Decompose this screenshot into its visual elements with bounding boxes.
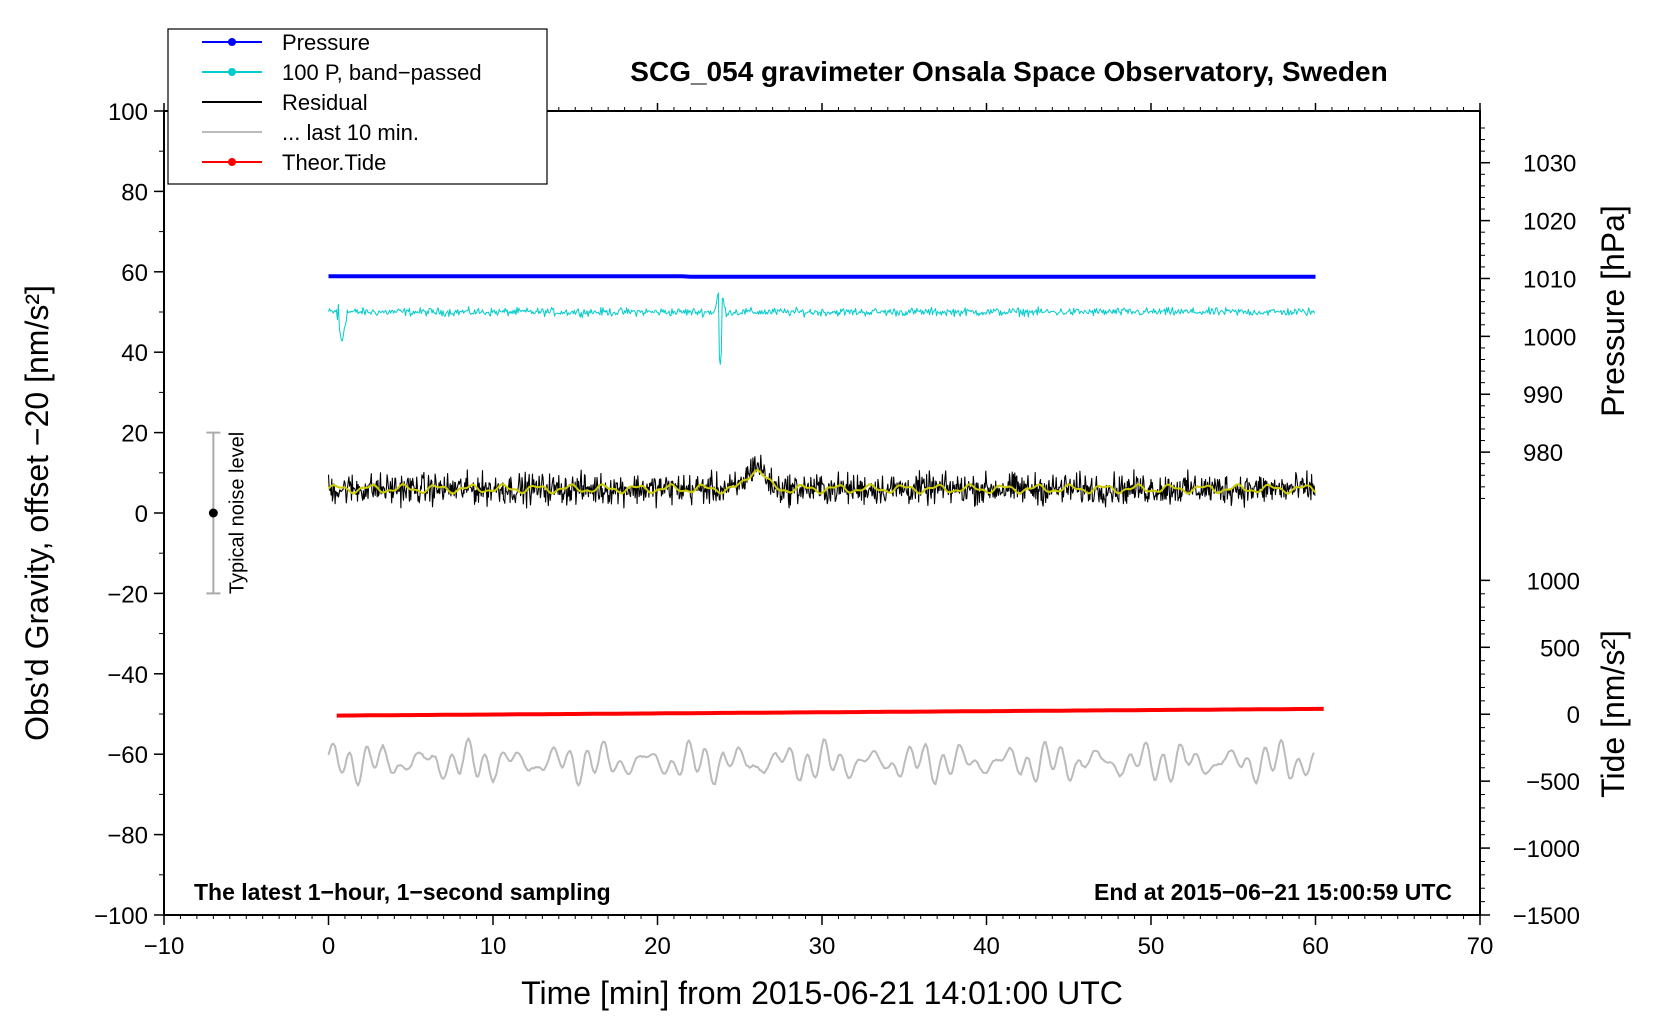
annotation-sampling: The latest 1−hour, 1−second sampling xyxy=(194,879,611,905)
left-y-axis-ticks: −100 −80 −60 −40 −20 0 20 40 60 80 100 xyxy=(94,99,164,930)
pressure-tick-label: 1020 xyxy=(1523,209,1576,236)
x-tick-label: 60 xyxy=(1302,933,1329,960)
y-tick-label: 60 xyxy=(121,260,148,287)
y-tick-label: −80 xyxy=(107,823,148,850)
x-tick-label: −10 xyxy=(144,933,185,960)
pressure-tick-label: 990 xyxy=(1523,382,1563,409)
x-tick-label: 20 xyxy=(644,933,671,960)
legend-entry-label: ... last 10 min. xyxy=(282,120,419,145)
pressure-tick-label: 1010 xyxy=(1523,266,1576,293)
series-theor-tide xyxy=(336,706,1324,718)
pressure-tick-label: 1030 xyxy=(1523,151,1576,178)
noise-bar: Typical noise level xyxy=(206,431,248,595)
series-residual xyxy=(327,454,1316,509)
pressure-axis-ticks: 980 990 1000 1010 1020 1030 xyxy=(1480,127,1576,499)
x-tick-label: 40 xyxy=(973,933,1000,960)
left-y-axis-label: Obs'd Gravity, offset −20 [nm/s²] xyxy=(19,285,55,741)
pressure-tick-label: 980 xyxy=(1523,440,1563,467)
y-tick-label: 20 xyxy=(121,421,148,448)
series-100-p-band-passed xyxy=(328,292,1315,365)
y-tick-label: −60 xyxy=(107,742,148,769)
tide-tick-label: −1000 xyxy=(1513,836,1580,863)
chart-title: SCG_054 gravimeter Onsala Space Observat… xyxy=(630,56,1387,87)
y-tick-label: −20 xyxy=(107,581,148,608)
legend: Pressure 100 P, band−passed Residual ... la… xyxy=(167,28,548,185)
y-tick-label: 80 xyxy=(121,179,148,206)
legend-entry-label: Residual xyxy=(282,90,368,115)
series-lines xyxy=(327,274,1324,787)
tide-tick-label: 1000 xyxy=(1527,568,1580,595)
x-tick-label: 70 xyxy=(1467,933,1494,960)
legend-swatch-marker xyxy=(228,38,236,46)
tide-tick-label: −1500 xyxy=(1513,903,1580,930)
series-residual-smoothed xyxy=(327,469,1317,495)
legend-entry-label: Pressure xyxy=(282,30,370,55)
x-axis-label: Time [min] from 2015-06-21 14:01:00 UTC xyxy=(521,975,1123,1011)
tide-axis-label: Tide [nm/s²] xyxy=(1595,630,1631,798)
tide-axis-ticks: −1500 −1000 −500 0 500 1000 xyxy=(1480,568,1580,930)
x-tick-label: 10 xyxy=(480,933,507,960)
noise-bar-label: Typical noise level xyxy=(226,432,248,594)
annotation-end-time: End at 2015−06−21 15:00:59 UTC xyxy=(1094,879,1452,905)
y-tick-label: 100 xyxy=(108,99,148,126)
y-tick-label: −40 xyxy=(107,662,148,689)
noise-bar-center xyxy=(208,508,218,518)
x-tick-label: 30 xyxy=(809,933,836,960)
x-axis-ticks: −10 0 10 20 30 40 50 60 70 xyxy=(144,103,1494,960)
pressure-tick-label: 1000 xyxy=(1523,324,1576,351)
plot-area xyxy=(163,110,1481,916)
y-tick-label: 0 xyxy=(135,501,148,528)
series-last-10-min xyxy=(327,737,1315,787)
legend-entry-label: Theor.Tide xyxy=(282,150,386,175)
x-tick-label: 50 xyxy=(1138,933,1165,960)
series-pressure xyxy=(328,274,1316,279)
tide-tick-label: −500 xyxy=(1526,769,1580,796)
legend-swatch-marker xyxy=(228,68,236,76)
y-tick-label: 40 xyxy=(121,340,148,367)
legend-entry-label: 100 P, band−passed xyxy=(282,60,482,85)
legend-swatch-marker xyxy=(228,158,236,166)
y-tick-label: −100 xyxy=(94,903,148,930)
x-tick-label: 0 xyxy=(322,933,335,960)
pressure-axis-label: Pressure [hPa] xyxy=(1595,205,1631,417)
tide-tick-label: 0 xyxy=(1567,702,1580,729)
tide-tick-label: 500 xyxy=(1540,635,1580,662)
